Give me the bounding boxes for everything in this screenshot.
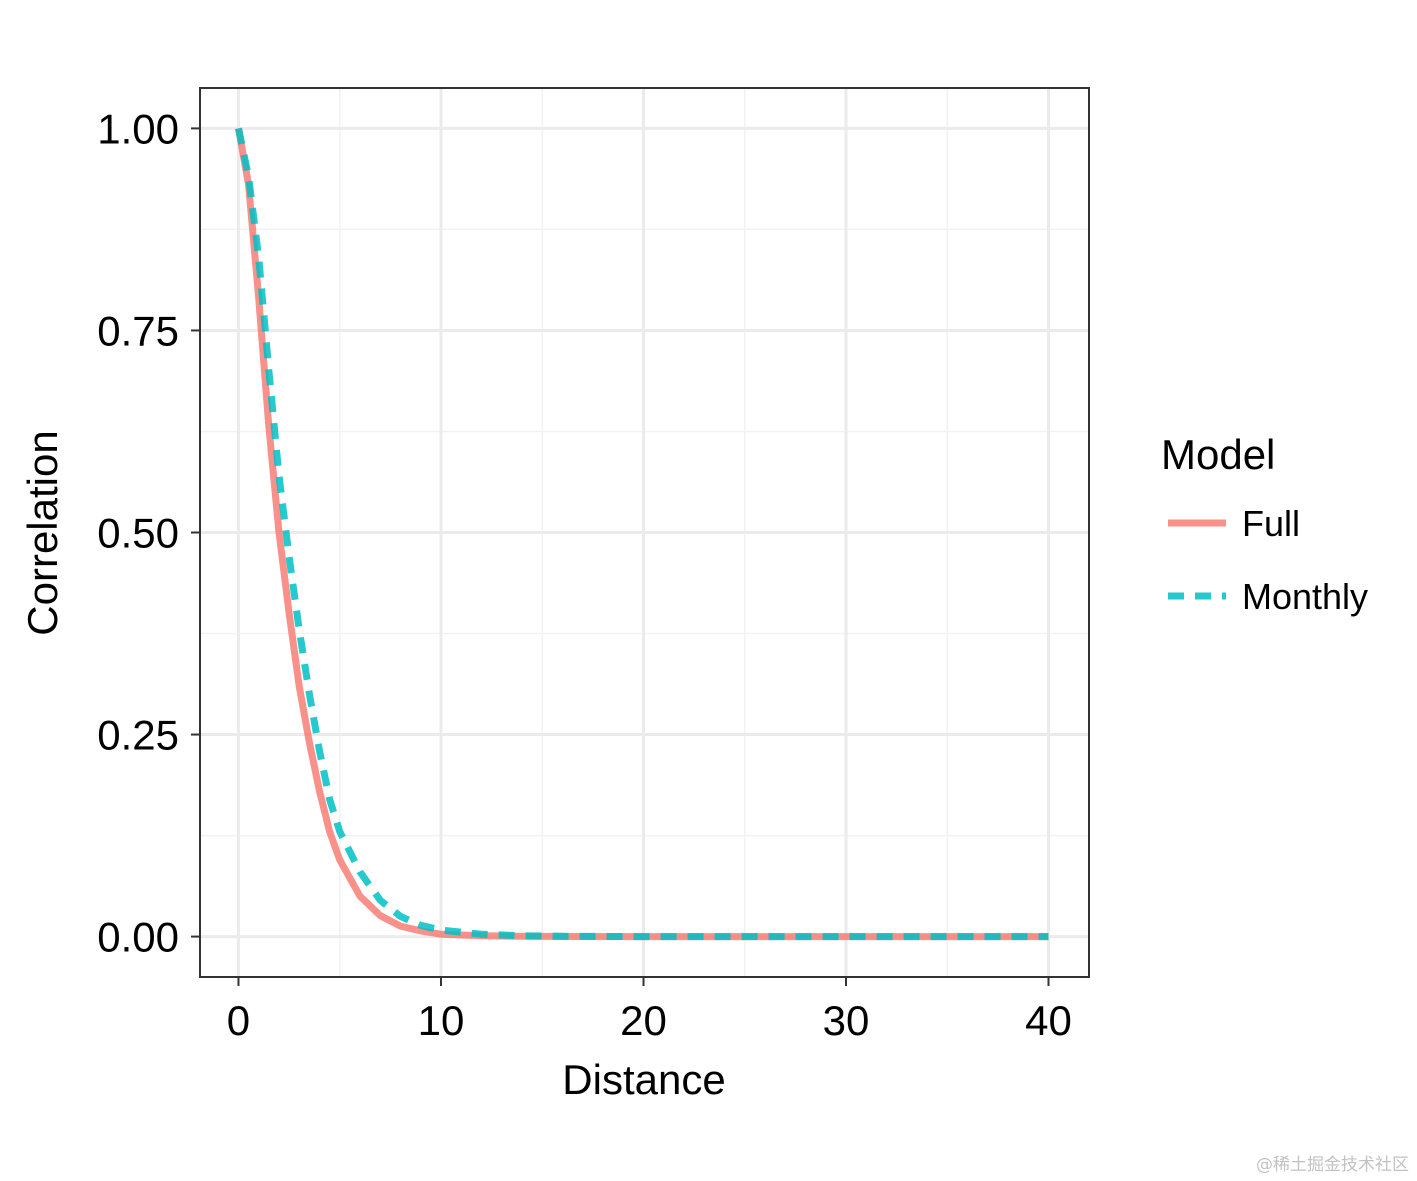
x-tick-label: 10	[418, 997, 465, 1044]
legend-label-full: Full	[1242, 503, 1300, 544]
legend: Model Full Monthly	[1161, 431, 1368, 617]
series-line-full	[235, 127, 1049, 941]
series-lines	[235, 127, 1049, 941]
y-tick-label: 1.00	[97, 105, 179, 152]
series-line-monthly	[235, 127, 1049, 941]
y-tick-label: 0.00	[97, 914, 179, 961]
y-tick-label: 0.75	[97, 307, 179, 354]
x-tick-label: 40	[1025, 997, 1072, 1044]
y-tick-label: 0.50	[97, 510, 179, 557]
legend-label-monthly: Monthly	[1242, 576, 1368, 617]
x-tick-label: 30	[823, 997, 870, 1044]
y-axis-title: Correlation	[19, 430, 66, 635]
watermark: @稀土掘金技术社区	[1256, 1155, 1409, 1175]
axis-tick-labels: 0 10 20 30 40 0.00 0.25 0.50 0.75 1.00	[97, 105, 1072, 1044]
y-tick-label: 0.25	[97, 712, 179, 759]
x-tick-label: 0	[227, 997, 250, 1044]
x-tick-label: 20	[620, 997, 667, 1044]
axis-ticks	[191, 127, 1050, 986]
legend-title: Model	[1161, 431, 1275, 478]
x-axis-title: Distance	[562, 1056, 725, 1103]
